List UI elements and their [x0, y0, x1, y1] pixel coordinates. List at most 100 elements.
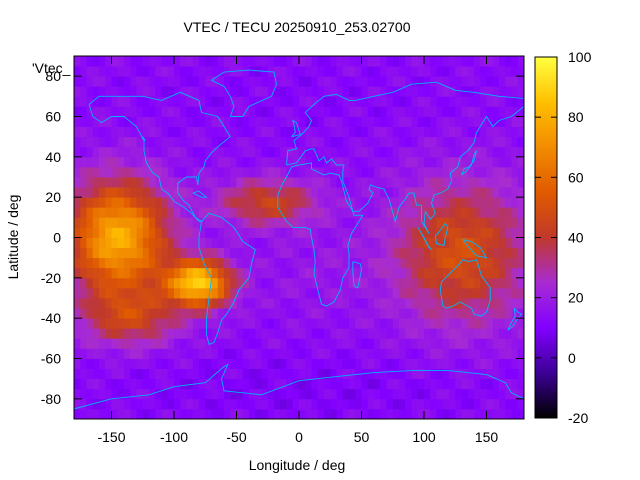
- heatmap-cell: [436, 308, 444, 319]
- heatmap-cell: [336, 136, 344, 148]
- heatmap-cell: [499, 156, 506, 168]
- heatmap-cell: [136, 146, 144, 158]
- heatmap-cell: [86, 237, 94, 248]
- heatmap-cell: [330, 408, 337, 419]
- heatmap-cell: [480, 338, 487, 349]
- heatmap-cell: [86, 177, 94, 188]
- heatmap-cell: [342, 227, 350, 238]
- heatmap-cell: [486, 96, 494, 107]
- heatmap-cell: [330, 267, 337, 279]
- heatmap-cell: [267, 338, 275, 349]
- heatmap-cell: [517, 298, 524, 309]
- heatmap-cell: [436, 187, 444, 198]
- heatmap-cell: [505, 156, 512, 168]
- heatmap-cell: [411, 136, 419, 148]
- heatmap-cell: [492, 177, 500, 188]
- heatmap-cell: [436, 257, 444, 269]
- heatmap-cell: [349, 328, 356, 339]
- heatmap-cell: [499, 187, 506, 198]
- heatmap-cell: [442, 156, 450, 168]
- heatmap-cell: [399, 247, 406, 259]
- heatmap-cell: [230, 318, 237, 329]
- heatmap-cell: [367, 318, 375, 329]
- heatmap-cell: [155, 298, 162, 309]
- heatmap-cell: [130, 398, 137, 410]
- heatmap-cell: [167, 66, 175, 77]
- heatmap-cell: [124, 308, 131, 319]
- heatmap-cell: [180, 166, 187, 178]
- heatmap-cell: [280, 358, 287, 369]
- heatmap-cell: [299, 66, 306, 77]
- heatmap-cell: [124, 267, 131, 279]
- heatmap-cell: [155, 166, 162, 178]
- heatmap-cell: [305, 66, 312, 77]
- heatmap-cell: [436, 298, 444, 309]
- heatmap-cell: [336, 116, 344, 127]
- heatmap-cell: [130, 338, 137, 349]
- heatmap-cell: [405, 66, 412, 77]
- heatmap-cell: [286, 146, 294, 158]
- heatmap-cell: [474, 308, 481, 319]
- heatmap-cell: [311, 166, 319, 178]
- heatmap-cell: [349, 96, 356, 107]
- heatmap-cell: [299, 318, 306, 329]
- heatmap-cell: [349, 166, 356, 178]
- heatmap-cell: [392, 287, 400, 299]
- heatmap-cell: [99, 227, 106, 238]
- heatmap-cell: [192, 166, 200, 178]
- heatmap-cell: [267, 368, 275, 380]
- heatmap-cell: [161, 156, 169, 168]
- heatmap-cell: [392, 96, 400, 107]
- heatmap-cell: [192, 338, 200, 349]
- heatmap-cell: [192, 388, 200, 400]
- heatmap-cell: [117, 358, 125, 369]
- heatmap-cell: [230, 177, 237, 188]
- heatmap-cell: [217, 247, 225, 259]
- heatmap-cell: [480, 56, 487, 67]
- heatmap-cell: [499, 267, 506, 279]
- heatmap-cell: [105, 146, 112, 158]
- heatmap-cell: [130, 116, 137, 127]
- heatmap-cell: [449, 338, 456, 349]
- heatmap-cell: [330, 66, 337, 77]
- heatmap-cell: [217, 348, 225, 359]
- heatmap-cell: [286, 96, 294, 107]
- heatmap-cell: [392, 308, 400, 319]
- heatmap-cell: [430, 106, 437, 117]
- heatmap-cell: [111, 227, 119, 238]
- x-tick-label: -150: [97, 429, 125, 445]
- heatmap-cell: [155, 408, 162, 419]
- heatmap-cell: [86, 146, 94, 158]
- heatmap-cell: [474, 177, 481, 188]
- heatmap-cell: [505, 227, 512, 238]
- heatmap-cell: [430, 328, 437, 339]
- heatmap-cell: [149, 217, 156, 228]
- heatmap-cell: [192, 207, 200, 218]
- heatmap-cell: [330, 398, 337, 410]
- heatmap-cell: [417, 136, 425, 148]
- heatmap-cell: [211, 96, 219, 107]
- heatmap-cell: [336, 197, 344, 208]
- heatmap-cell: [424, 96, 431, 107]
- heatmap-cell: [92, 378, 100, 390]
- heatmap-cell: [211, 116, 219, 127]
- heatmap-cell: [205, 368, 212, 380]
- heatmap-cell: [461, 338, 469, 349]
- heatmap-cell: [367, 388, 375, 400]
- heatmap-cell: [342, 388, 350, 400]
- heatmap-cell: [305, 86, 312, 97]
- heatmap-cell: [361, 146, 369, 158]
- heatmap-cell: [161, 56, 169, 67]
- heatmap-cell: [405, 76, 412, 87]
- heatmap-cell: [486, 156, 494, 168]
- heatmap-cell: [186, 257, 194, 269]
- heatmap-cell: [342, 156, 350, 168]
- heatmap-cell: [242, 358, 250, 369]
- heatmap-cell: [455, 207, 462, 218]
- heatmap-cell: [249, 287, 256, 299]
- heatmap-cell: [455, 287, 462, 299]
- heatmap-cell: [480, 207, 487, 218]
- heatmap-cell: [136, 217, 144, 228]
- heatmap-cell: [449, 156, 456, 168]
- heatmap-cell: [255, 348, 262, 359]
